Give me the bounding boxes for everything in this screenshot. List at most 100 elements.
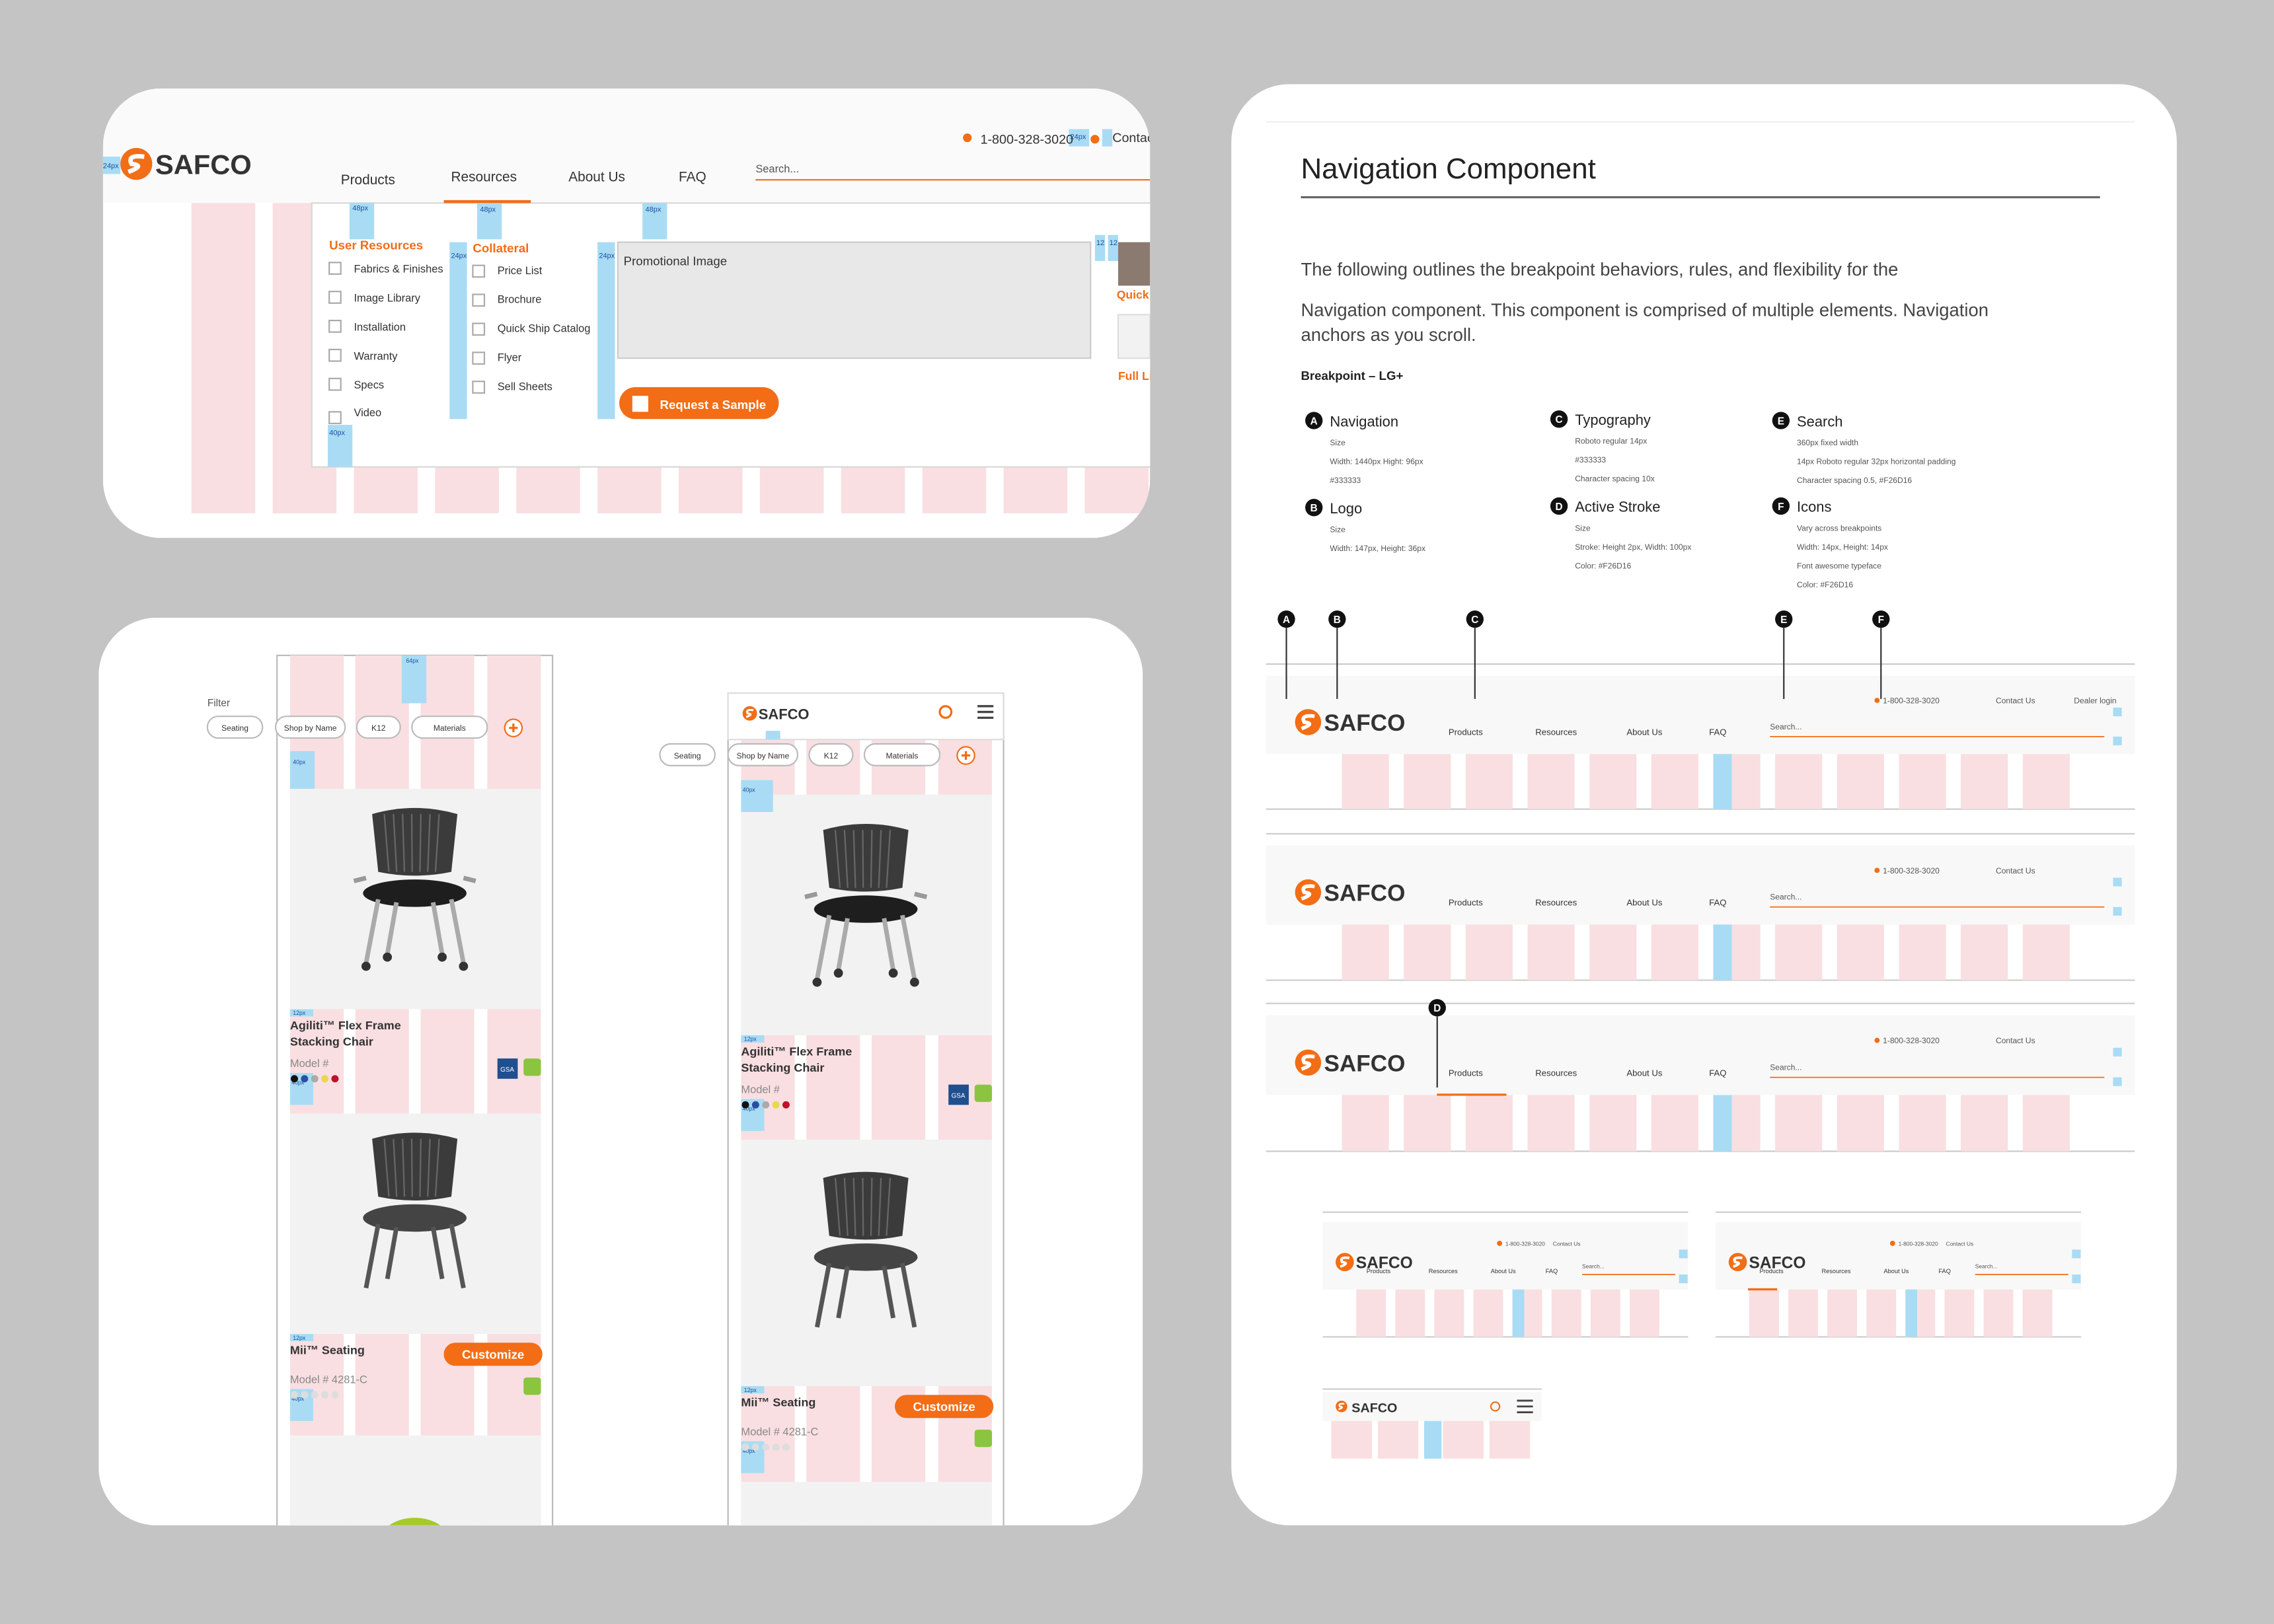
grid-column — [1651, 924, 1698, 980]
filter-chip[interactable] — [727, 743, 799, 766]
chair-wheel — [833, 968, 843, 978]
grid-column — [1356, 1289, 1386, 1337]
nav-link: FAQ — [1709, 727, 1726, 737]
color-swatch — [301, 1075, 309, 1083]
nav-strip — [1266, 675, 2135, 755]
customize-button[interactable] — [443, 1343, 543, 1366]
search-placeholder: Search... — [1582, 1263, 1605, 1270]
grid-column — [1775, 924, 1823, 980]
product-model: Model # 4281-C — [290, 1374, 367, 1386]
chair-leg — [836, 918, 850, 971]
grid-column — [1837, 924, 1884, 980]
color-swatch — [772, 1101, 780, 1109]
chair-mesh — [834, 830, 841, 888]
marker-letter: B — [1310, 503, 1318, 514]
chair-wheel — [812, 977, 822, 987]
nav-link: About Us — [568, 169, 625, 184]
chair-mesh — [843, 1177, 849, 1236]
grid-column — [1749, 1289, 1779, 1337]
nav-link: Resources — [1535, 1068, 1577, 1078]
spec-detail: Character spacing 0.5, #F26D16 — [1797, 476, 1912, 485]
chip-label: K12 — [371, 723, 386, 733]
menu-item: Brochure — [498, 294, 542, 306]
grid-column — [1395, 1289, 1425, 1337]
spacing-label: 64px — [406, 657, 419, 664]
grid-column — [1589, 1095, 1637, 1152]
menu-icon — [977, 705, 994, 720]
spacing-marker — [2072, 1274, 2081, 1284]
spec-detail: Color: #F26D16 — [1575, 561, 1631, 570]
color-swatch — [331, 1075, 339, 1083]
chair-mesh — [886, 1177, 891, 1236]
eco-badge — [523, 1377, 541, 1395]
marker-letter: B — [1334, 614, 1341, 626]
spec-detail: Width: 147px, Height: 36px — [1330, 544, 1425, 553]
spacing-marker — [1108, 235, 1118, 262]
spec-detail: Width: 14px, Height: 14px — [1797, 542, 1888, 552]
cta-button[interactable] — [619, 387, 779, 420]
grid-column — [1589, 924, 1637, 980]
checkbox — [328, 319, 342, 333]
gutter-marker — [1713, 754, 1732, 809]
filter-chip[interactable] — [206, 716, 264, 739]
nav-strip — [1322, 1222, 1688, 1290]
spacing-marker — [349, 203, 375, 240]
grid-column — [2022, 754, 2070, 809]
chair-mesh — [427, 814, 431, 872]
spec-title: Active Stroke — [1575, 499, 1660, 515]
marker-dot — [1772, 412, 1790, 429]
color-swatch — [741, 1443, 749, 1451]
filter-chip[interactable] — [411, 716, 488, 739]
filter-chip[interactable] — [863, 743, 941, 766]
description: Navigation component. This component is … — [1301, 299, 1989, 320]
chair-mesh — [870, 830, 873, 888]
spec-detail: Font awesome typeface — [1797, 561, 1881, 570]
checkbox — [472, 264, 486, 278]
chair-mesh — [393, 1138, 398, 1197]
nav-link: Resources — [1821, 1268, 1850, 1274]
gsa-badge — [497, 1058, 518, 1079]
spacing-marker — [642, 203, 667, 240]
chair-leg — [363, 899, 381, 964]
spacing-label: 48px — [480, 205, 496, 213]
chair-mesh — [886, 830, 891, 888]
grid-column — [1775, 1095, 1823, 1152]
product-name: Stacking Chair — [290, 1035, 373, 1048]
spec-detail: Stroke: Height 2px, Width: 100px — [1575, 542, 1691, 552]
grid-column — [1465, 754, 1513, 809]
color-swatch — [762, 1443, 770, 1451]
color-swatch — [751, 1443, 759, 1451]
search-icon — [1490, 1401, 1501, 1412]
chip-label: Materials — [434, 723, 466, 733]
grid-column — [1489, 1421, 1531, 1459]
nav-link: FAQ — [1709, 1068, 1726, 1078]
filter-chip[interactable] — [356, 716, 401, 739]
checkbox — [328, 377, 342, 391]
filter-chip[interactable] — [659, 743, 716, 766]
chair-wheel — [437, 952, 447, 962]
spec-title: Search — [1797, 413, 1843, 429]
chair-wheel — [459, 961, 469, 971]
nav-link: Resources — [451, 169, 517, 184]
color-swatch — [782, 1101, 790, 1109]
phone-number: 1-800-328-3020 — [1883, 696, 1940, 705]
chat-icon — [1090, 135, 1100, 144]
spacing-marker — [1679, 1249, 1688, 1259]
filter-chip[interactable] — [808, 743, 854, 766]
spacing-marker — [449, 242, 467, 420]
spacing-label: 40px — [743, 1105, 756, 1112]
grid-column — [1775, 754, 1823, 809]
customize-button[interactable] — [895, 1395, 994, 1419]
nav-link: FAQ — [679, 169, 706, 184]
phone-icon — [1889, 1240, 1895, 1246]
nav-link: Products — [341, 172, 395, 188]
search-placeholder: Search... — [1770, 1062, 1801, 1072]
grid-column — [1837, 1095, 1884, 1152]
grid-column — [1983, 1289, 2014, 1337]
marker-letter: C — [1556, 414, 1563, 425]
product-name: Mii™ Seating — [741, 1396, 815, 1409]
filter-chip[interactable] — [274, 716, 346, 739]
chair-leg — [385, 1226, 399, 1280]
